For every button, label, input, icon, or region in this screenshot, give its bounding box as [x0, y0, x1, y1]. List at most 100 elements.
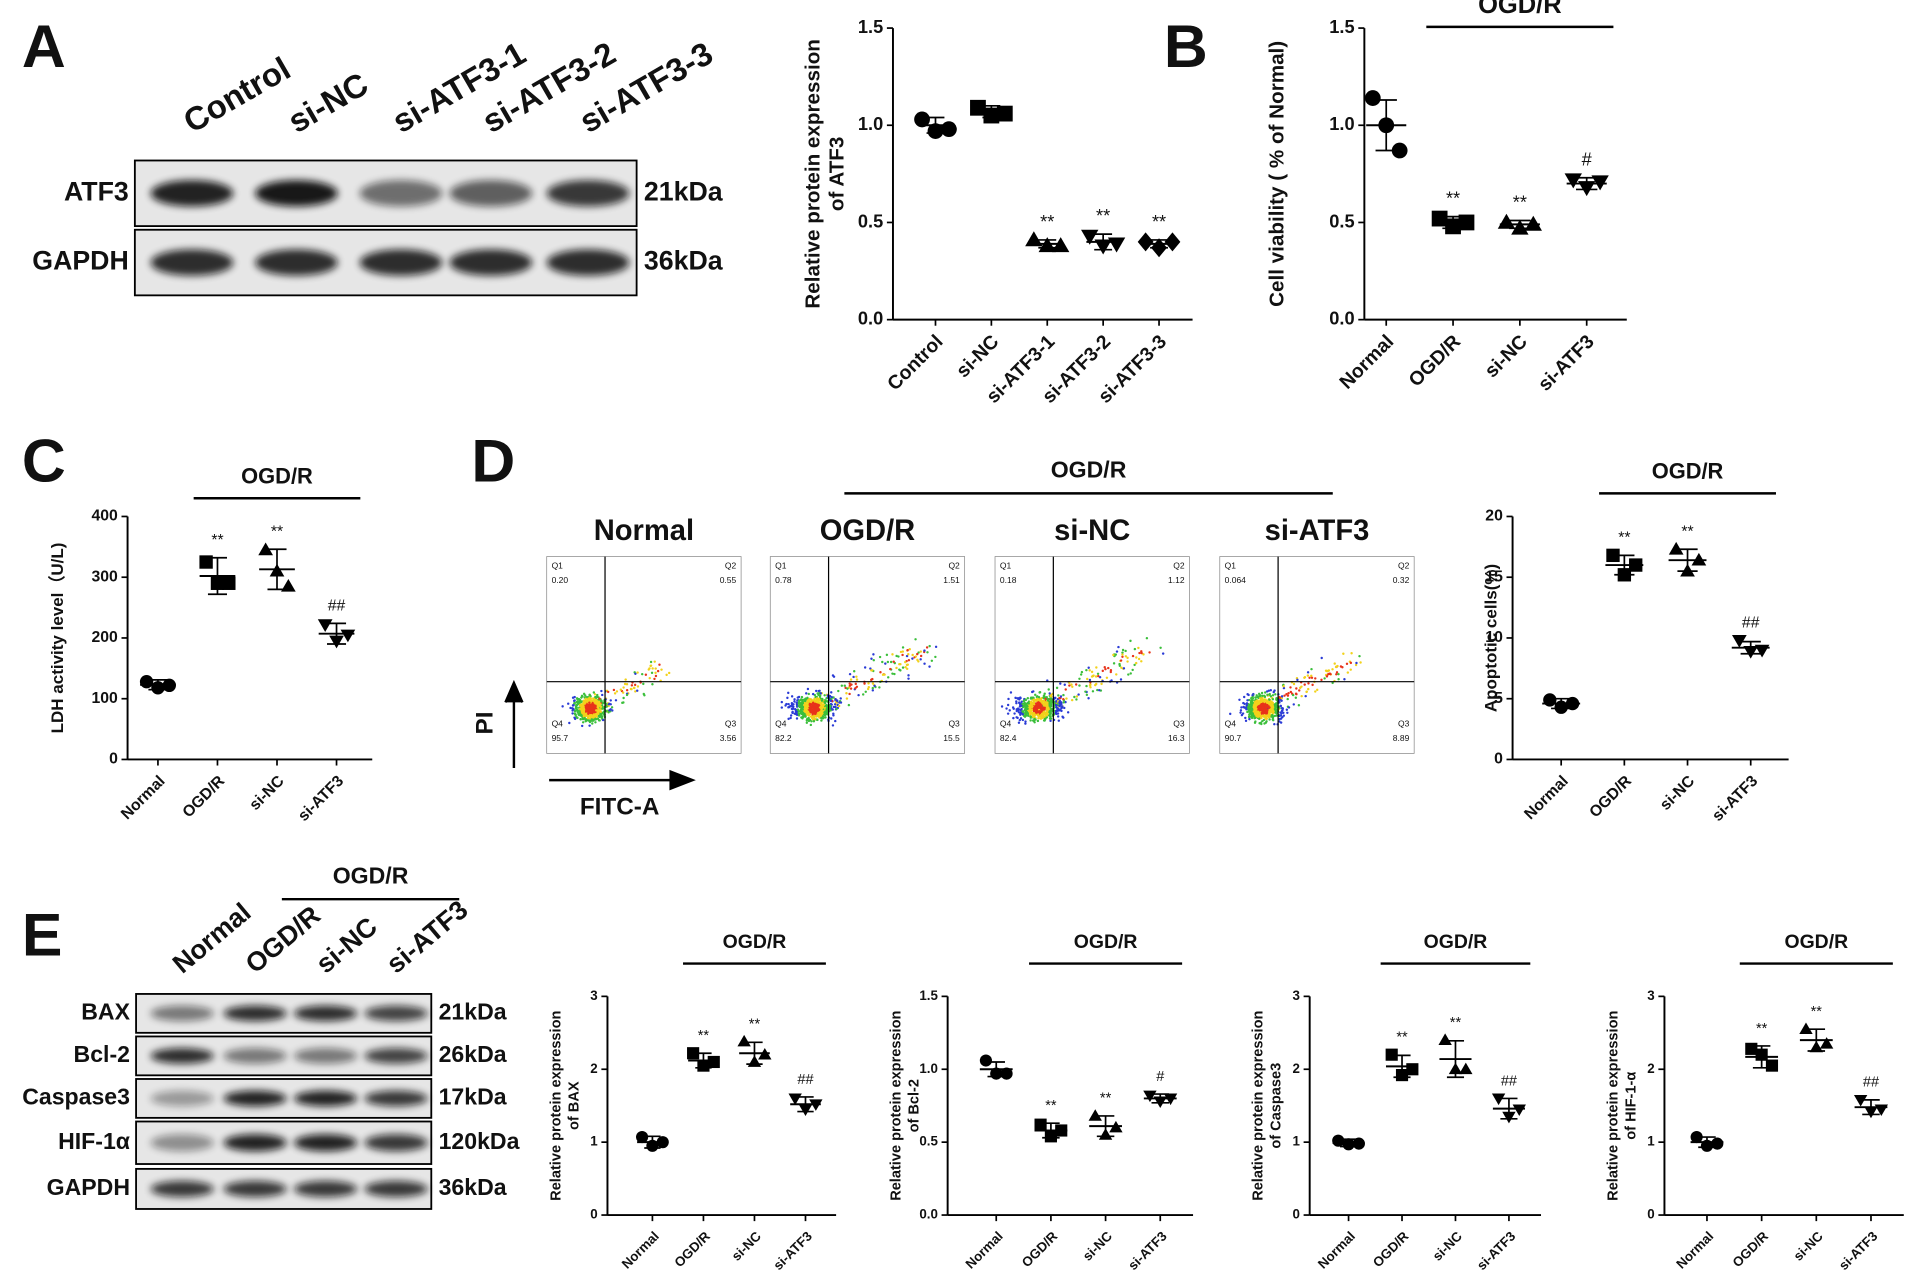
- event-dot: [1283, 694, 1286, 697]
- axis-arrow: [549, 769, 696, 791]
- event-dot: [1268, 698, 1271, 701]
- event-dot: [830, 717, 833, 720]
- event-dot: [1242, 705, 1245, 709]
- event-dot: [1285, 708, 1289, 711]
- event-dot: [1333, 662, 1336, 665]
- event-dot: [599, 710, 602, 714]
- protein-label: ATF3: [64, 176, 129, 206]
- event-dot: [893, 672, 896, 676]
- event-dot: [1148, 651, 1151, 654]
- y-tick-label: 10: [1485, 629, 1503, 646]
- event-dot: [1028, 710, 1031, 713]
- y-tick-label: 0: [1647, 1207, 1654, 1222]
- event-dot: [825, 697, 828, 700]
- quadrant-value: 90.7: [1225, 733, 1242, 743]
- x-tick-label: si-ATF3: [1534, 331, 1599, 396]
- panel-letter: B: [1164, 12, 1208, 80]
- event-dot: [871, 689, 875, 692]
- event-dot: [593, 710, 596, 714]
- protein-label: Caspase3: [22, 1084, 130, 1110]
- event-dot: [1257, 714, 1260, 717]
- data-point: [1668, 541, 1684, 555]
- event-dot: [1255, 701, 1259, 704]
- event-dot: [914, 655, 918, 658]
- event-dot: [667, 671, 671, 675]
- event-dot: [1039, 717, 1042, 720]
- event-dot: [1121, 648, 1125, 652]
- y-axis-label: LDH activity level（U/L): [47, 543, 67, 734]
- event-dot: [906, 649, 909, 652]
- event-dot: [625, 683, 629, 686]
- significance: ##: [328, 598, 346, 615]
- significance: **: [1618, 530, 1630, 547]
- event-dot: [1242, 695, 1246, 699]
- event-dot: [1131, 668, 1134, 672]
- event-dot: [1323, 677, 1326, 680]
- plot-title: OGD/R: [820, 515, 916, 547]
- event-dot: [1005, 707, 1008, 710]
- data-point: [1564, 173, 1582, 189]
- event-dot: [820, 716, 823, 720]
- event-dot: [807, 719, 811, 723]
- blot-band: [294, 1180, 358, 1197]
- event-dot: [1244, 719, 1248, 723]
- y-axis-label: of BAX: [567, 1081, 583, 1130]
- event-dot: [594, 721, 597, 724]
- event-dot: [1239, 711, 1242, 714]
- event-dot: [1048, 692, 1051, 695]
- quadrant-name: Q4: [552, 718, 564, 728]
- event-dot: [1126, 660, 1129, 663]
- event-dot: [1263, 708, 1266, 712]
- y-tick-label: 3: [1647, 988, 1654, 1003]
- blot-band: [294, 1048, 358, 1064]
- event-dot: [832, 705, 836, 709]
- quadrant-value: 3.56: [720, 733, 737, 743]
- event-dot: [1043, 692, 1046, 695]
- plot-title: si-ATF3: [1265, 515, 1370, 547]
- y-tick-label: 1: [1293, 1134, 1301, 1149]
- x-tick-label: si-NC: [1480, 331, 1531, 382]
- event-dot: [1246, 710, 1249, 714]
- event-dot: [1279, 704, 1282, 708]
- event-dot: [848, 692, 851, 696]
- event-dot: [1287, 692, 1290, 695]
- bracket-label: OGD/R: [1424, 931, 1488, 953]
- blot-band: [223, 1048, 287, 1064]
- event-dot: [1327, 669, 1331, 672]
- event-dot: [805, 721, 809, 724]
- event-dot: [647, 668, 650, 671]
- event-dot: [582, 709, 585, 713]
- event-dot: [1055, 700, 1058, 703]
- event-dot: [803, 712, 806, 716]
- y-tick-label: 2: [590, 1061, 597, 1076]
- event-dot: [1033, 721, 1036, 724]
- plot-frame: [546, 556, 742, 754]
- event-dot: [907, 674, 910, 677]
- event-dot: [1286, 711, 1289, 715]
- event-dot: [1271, 708, 1274, 712]
- blot-band: [150, 180, 234, 207]
- event-dot: [1261, 696, 1264, 699]
- event-dot: [1131, 654, 1135, 658]
- event-dot: [800, 710, 803, 714]
- event-dot: [572, 708, 575, 711]
- significance: ##: [1863, 1075, 1880, 1091]
- quadrant-name: Q1: [552, 561, 564, 571]
- event-dot: [1080, 670, 1084, 674]
- event-dot: [793, 700, 796, 703]
- event-dot: [643, 694, 646, 697]
- data-point: [979, 1054, 992, 1067]
- event-dot: [1305, 690, 1308, 694]
- event-dot: [1129, 639, 1132, 643]
- event-dot: [1087, 697, 1090, 700]
- data-point: [1819, 1037, 1834, 1049]
- x-tick-label: OGD/R: [1019, 1228, 1061, 1270]
- x-tick-label: si-ATF3: [1836, 1229, 1881, 1274]
- event-dot: [1020, 704, 1023, 707]
- event-dot: [807, 692, 810, 696]
- event-dot: [818, 713, 821, 716]
- quadrant-name: Q1: [1000, 561, 1012, 571]
- event-dot: [615, 690, 619, 693]
- x-tick-label: Normal: [1335, 331, 1398, 394]
- quadrant-name: Q3: [948, 718, 960, 728]
